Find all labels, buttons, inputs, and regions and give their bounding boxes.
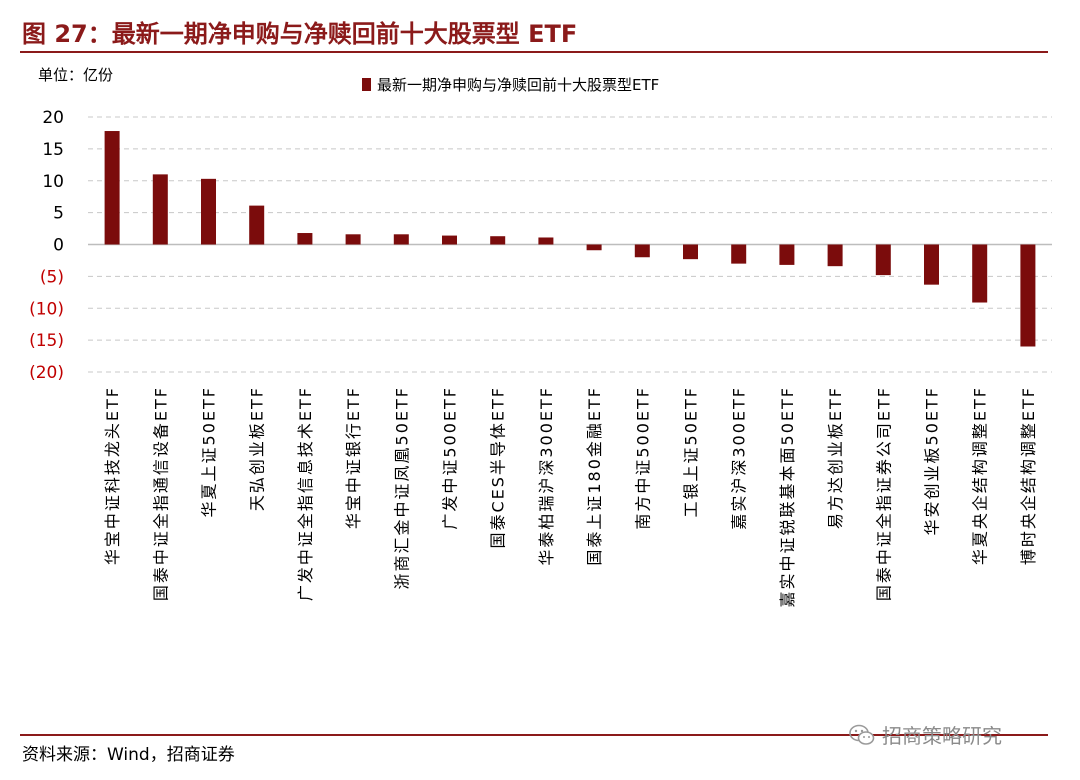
y-tick-label: 5 xyxy=(53,204,64,224)
bar xyxy=(393,234,409,245)
grid-lines xyxy=(88,116,1052,373)
bar xyxy=(779,244,795,265)
footer-divider xyxy=(20,734,1048,736)
y-tick-label: 0 xyxy=(53,236,64,256)
bar xyxy=(972,244,988,303)
bar xyxy=(683,244,698,260)
x-tick-label: 华夏上证50ETF xyxy=(200,386,219,517)
x-tick-label: 华泰柏瑞沪深300ETF xyxy=(537,386,556,566)
legend: 最新一期净申购与净赎回前十大股票型ETF xyxy=(362,74,659,95)
x-tick-label: 华夏央企结构调整ETF xyxy=(971,386,990,565)
legend-swatch xyxy=(362,78,371,91)
bar-chart: 20 15 10 5 0 (5) (10) (15) (20) 华宝中证科技龙头ETF 国泰中证全… xyxy=(29,108,1052,607)
bar xyxy=(152,174,168,245)
unit-label: 单位：亿份 xyxy=(38,66,114,84)
watermark-text: 招商策略研究 xyxy=(882,724,1002,748)
x-tick-label: 国泰中证全指通信设备ETF xyxy=(151,386,170,601)
x-tick-label: 博时央企结构调整ETF xyxy=(1019,386,1038,565)
bar xyxy=(490,236,506,245)
x-tick-label: 广发中证全指信息技术ETF xyxy=(296,386,315,601)
bar xyxy=(1020,244,1036,347)
x-tick-label: 嘉实沪深300ETF xyxy=(730,386,749,530)
bar xyxy=(875,244,891,276)
x-tick-label: 国泰中证全指证券公司ETF xyxy=(874,386,893,601)
x-tick-label: 国泰CES半导体ETF xyxy=(489,386,508,549)
y-tick-label: (10) xyxy=(29,299,64,319)
x-tick-label: 华宝中证科技龙头ETF xyxy=(103,386,122,565)
x-tick-label: 华宝中证银行ETF xyxy=(344,386,363,529)
x-tick-label: 天弘创业板ETF xyxy=(248,386,267,511)
x-tick-label: 南方中证500ETF xyxy=(633,386,652,530)
bar xyxy=(201,178,216,245)
watermark: 招商策略研究 xyxy=(848,720,1002,749)
bar xyxy=(827,244,843,267)
legend-label: 最新一期净申购与净赎回前十大股票型ETF xyxy=(377,76,660,94)
x-tick-label: 工银上证50ETF xyxy=(682,386,701,517)
y-tick-label: 10 xyxy=(42,172,64,192)
x-tick-label: 国泰上证180金融ETF xyxy=(585,386,604,566)
x-axis-tick-labels: 华宝中证科技龙头ETF 国泰中证全指通信设备ETF 华夏上证50ETF 天弘创业板ET… xyxy=(103,386,1038,607)
bar xyxy=(731,244,747,264)
bar xyxy=(345,234,361,245)
bar xyxy=(586,244,602,251)
bar xyxy=(249,205,265,245)
bars xyxy=(104,131,1036,347)
x-tick-label: 华安创业板50ETF xyxy=(923,386,942,535)
bar xyxy=(634,244,650,258)
wechat-icon xyxy=(849,724,875,745)
bar xyxy=(104,131,120,245)
bar xyxy=(924,244,939,285)
bar xyxy=(538,237,554,245)
y-tick-label: (15) xyxy=(29,331,64,351)
source-note: 资料来源：Wind，招商证券 xyxy=(22,745,235,765)
bar xyxy=(297,233,313,245)
x-tick-label: 浙商汇金中证凤凰50ETF xyxy=(392,386,411,589)
y-axis-tick-labels: 20 15 10 5 0 (5) (10) (15) (20) xyxy=(29,108,64,383)
y-tick-label: 15 xyxy=(42,140,64,160)
title-divider xyxy=(20,51,1048,53)
y-tick-label: 20 xyxy=(42,108,64,128)
y-tick-label: (5) xyxy=(40,267,64,287)
figure-title: 图 27：最新一期净申购与净赎回前十大股票型 ETF xyxy=(22,20,578,48)
x-tick-label: 易方达创业板ETF xyxy=(826,386,845,529)
x-tick-label: 嘉实中证锐联基本面50ETF xyxy=(778,386,797,607)
x-tick-label: 广发中证500ETF xyxy=(441,386,460,530)
y-tick-label: (20) xyxy=(29,363,64,383)
bar xyxy=(442,235,457,245)
